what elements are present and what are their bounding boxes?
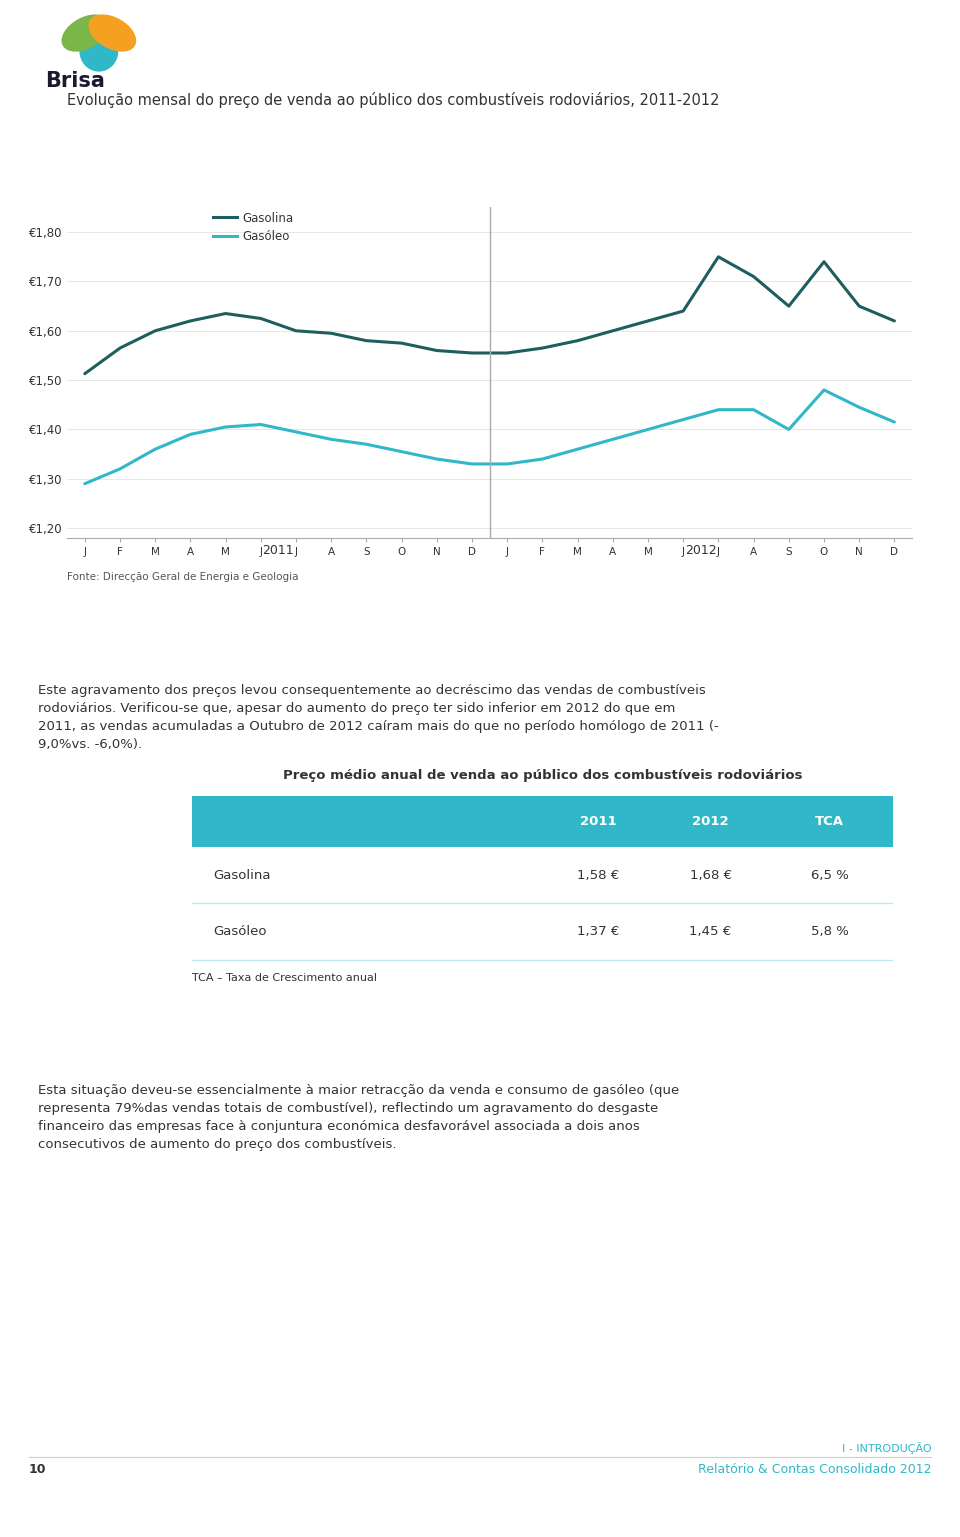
Text: Gasolina: Gasolina xyxy=(213,868,271,882)
Text: Este agravamento dos preços levou consequentemente ao decréscimo das vendas de c: Este agravamento dos preços levou conseq… xyxy=(38,684,719,752)
Text: Relatório & Contas Consolidado 2012: Relatório & Contas Consolidado 2012 xyxy=(698,1463,931,1476)
Text: 6,5 %: 6,5 % xyxy=(811,868,849,882)
Text: TCA: TCA xyxy=(815,815,844,828)
Text: 1,58 €: 1,58 € xyxy=(577,868,619,882)
Text: Evolução mensal do preço de venda ao público dos combustíveis rodoviários, 2011-: Evolução mensal do preço de venda ao púb… xyxy=(67,92,720,108)
Text: 1,45 €: 1,45 € xyxy=(689,925,732,938)
Text: Brisa: Brisa xyxy=(45,71,105,91)
Text: Esta situação deveu-se essencialmente à maior retracção da venda e consumo de ga: Esta situação deveu-se essencialmente à … xyxy=(38,1084,680,1151)
Text: 2011: 2011 xyxy=(580,815,616,828)
Text: 2012: 2012 xyxy=(685,544,716,556)
Text: 1,37 €: 1,37 € xyxy=(577,925,619,938)
Text: 5,8 %: 5,8 % xyxy=(811,925,849,938)
Text: 1,68 €: 1,68 € xyxy=(689,868,732,882)
Text: 10: 10 xyxy=(29,1463,46,1476)
Legend: Gasolina, Gasóleo: Gasolina, Gasóleo xyxy=(208,207,299,247)
Ellipse shape xyxy=(89,15,135,51)
Text: Fonte: Direcção Geral de Energia e Geologia: Fonte: Direcção Geral de Energia e Geolo… xyxy=(67,572,299,583)
Ellipse shape xyxy=(80,31,118,71)
Text: Preço médio anual de venda ao público dos combustíveis rodoviários: Preço médio anual de venda ao público do… xyxy=(282,768,803,782)
FancyBboxPatch shape xyxy=(192,796,893,847)
Text: 2012: 2012 xyxy=(692,815,729,828)
Text: I - INTRODUÇÃO: I - INTRODUÇÃO xyxy=(842,1442,931,1454)
Text: 2011: 2011 xyxy=(263,544,294,556)
Text: TCA – Taxa de Crescimento anual: TCA – Taxa de Crescimento anual xyxy=(192,973,377,984)
Ellipse shape xyxy=(62,15,108,51)
Text: Gasóleo: Gasóleo xyxy=(213,925,267,938)
